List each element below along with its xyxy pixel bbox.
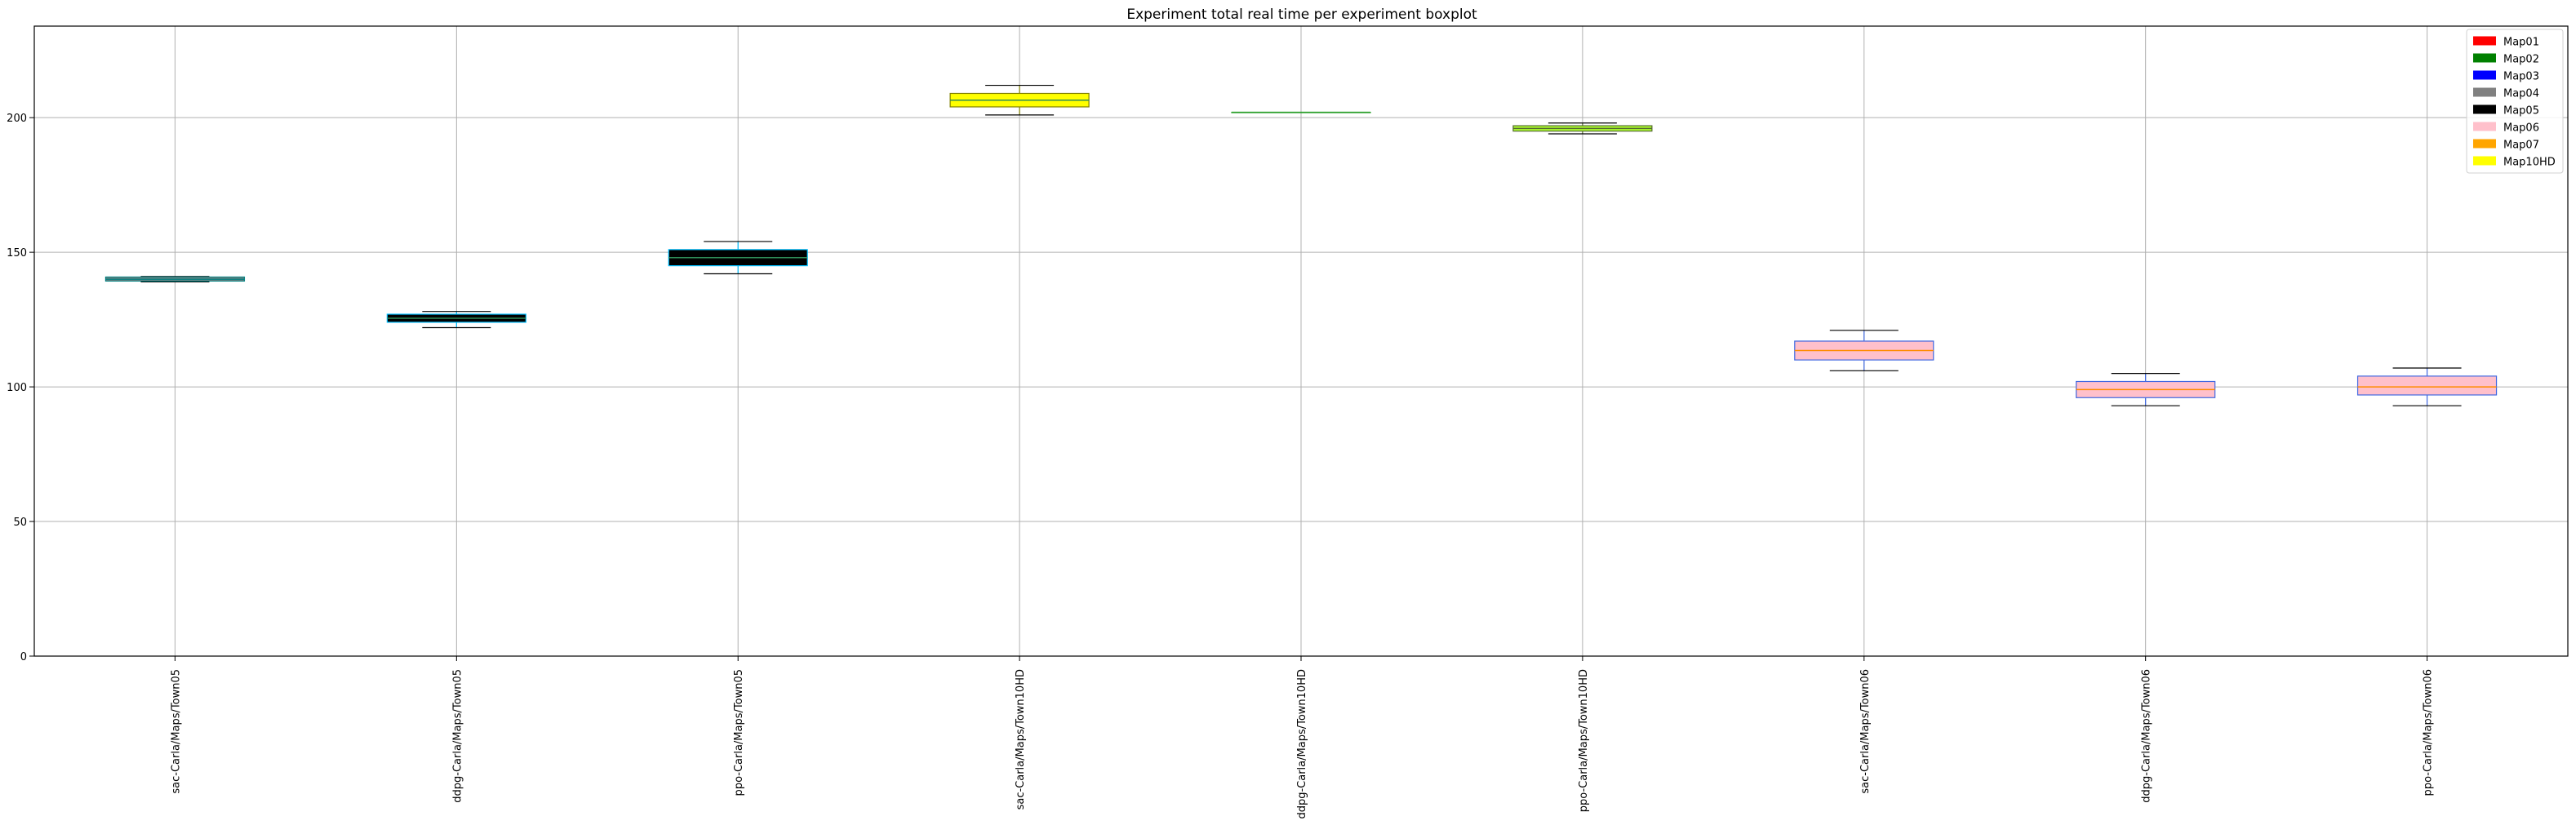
y-tick-label: 100 [7, 382, 27, 394]
legend-swatch-Map04 [2473, 87, 2496, 97]
x-tick-label: sac-Carla/Maps/Town10HD [1015, 669, 1027, 810]
y-tick-label: 50 [13, 517, 27, 529]
x-tick-label: ppo-Carla/Maps/Town10HD [1578, 669, 1590, 812]
x-tick-label: ddpg-Carla/Maps/Town05 [451, 669, 464, 803]
x-tick-label: ppo-Carla/Maps/Town05 [733, 669, 745, 796]
x-axis-ticks: sac-Carla/Maps/Town05 ddpg-Carla/Maps/Tow… [170, 656, 2435, 819]
legend-swatch-Map03 [2473, 70, 2496, 80]
box-ppo-Carla/Maps/Town05 [668, 241, 808, 275]
legend-swatch-Map07 [2473, 139, 2496, 149]
y-tick-label: 0 [20, 651, 27, 663]
box-ddpg-Carla/Maps/Town06 [2076, 372, 2216, 406]
legend-swatch-Map06 [2473, 122, 2496, 131]
x-tick-label: ppo-Carla/Maps/Town06 [2423, 669, 2435, 796]
box-ppo-Carla/Maps/Town10HD [1512, 122, 1653, 135]
legend-label: Map05 [2503, 105, 2539, 118]
x-tick-label: ddpg-Carla/Maps/Town06 [2141, 669, 2153, 803]
legend-frame [2466, 29, 2564, 174]
y-tick-label: 150 [7, 247, 27, 260]
chart-title: Experiment total real time per experimen… [1126, 7, 1477, 23]
legend-swatch-Map01 [2473, 36, 2496, 46]
legend-label: Map01 [2503, 37, 2539, 49]
legend-label: Map02 [2503, 54, 2539, 66]
legend: Map01 Map02 Map03 Map04 Map05 Map06 Map07 Map10… [2466, 29, 2564, 174]
legend-swatch-Map05 [2473, 104, 2496, 114]
legend-label: Map03 [2503, 71, 2539, 83]
legend-swatch-Map10HD [2473, 156, 2496, 166]
box-ddpg-Carla/Maps/Town05 [386, 311, 526, 329]
legend-label: Map06 [2503, 122, 2539, 135]
box-sac-Carla/Maps/Town05 [104, 276, 246, 283]
box-series [104, 84, 2498, 406]
box-sac-Carla/Maps/Town06 [1794, 330, 1934, 371]
x-tick-label: sac-Carla/Maps/Town05 [170, 669, 182, 794]
grid-lines [34, 26, 2568, 657]
box-ppo-Carla/Maps/Town06 [2356, 367, 2498, 406]
box-sac-Carla/Maps/Town10HD [949, 84, 1090, 116]
y-axis-ticks: 0 50 100 150 200 [7, 113, 34, 663]
x-tick-label: sac-Carla/Maps/Town06 [1859, 669, 1872, 794]
legend-label: Map07 [2503, 140, 2539, 152]
legend-label: Map04 [2503, 88, 2539, 100]
legend-label: Map10HD [2503, 157, 2556, 169]
legend-swatch-Map02 [2473, 53, 2496, 63]
iqr-box [2356, 375, 2498, 396]
x-tick-label: ddpg-Carla/Maps/Town10HD [1296, 669, 1308, 819]
y-tick-label: 200 [7, 113, 27, 125]
